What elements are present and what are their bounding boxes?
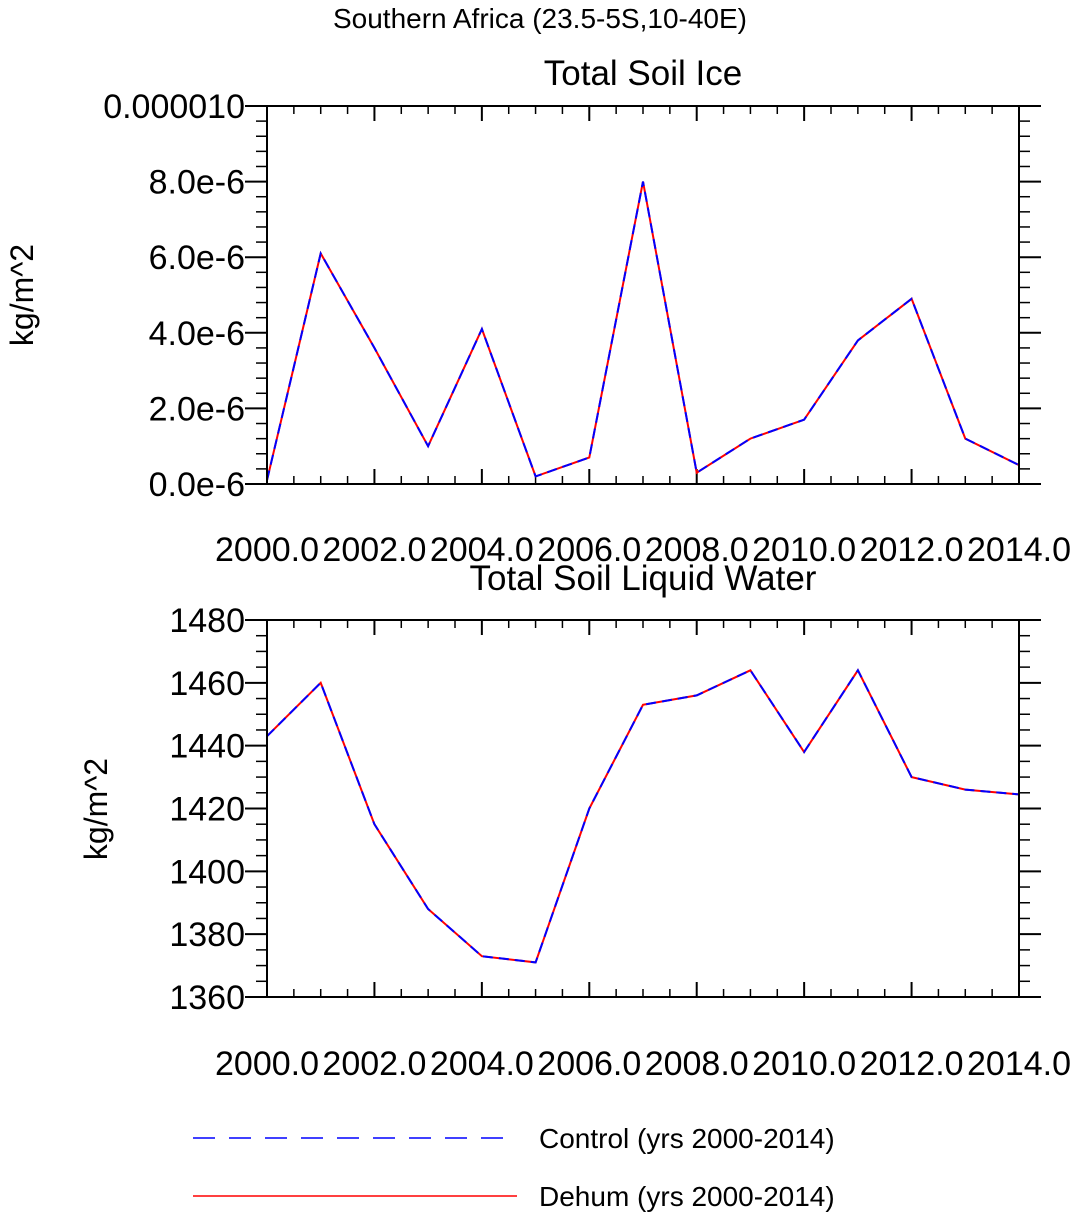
y-tick-label: 1400 <box>169 853 245 891</box>
x-tick-label: 2002.0 <box>322 1045 426 1083</box>
x-tick-label: 2004.0 <box>430 531 534 569</box>
series-line-control <box>266 181 1020 481</box>
panel-title: Total Soil Liquid Water <box>470 559 817 598</box>
x-tick-label: 2010.0 <box>752 1045 856 1083</box>
plot-frame <box>266 619 1020 998</box>
y-tick-label: 8.0e-6 <box>149 164 245 202</box>
panel-title: Total Soil Ice <box>544 54 742 93</box>
x-tick-label: 2012.0 <box>860 1045 964 1083</box>
y-tick-label: 6.0e-6 <box>149 239 245 277</box>
series-line-control <box>266 668 1020 964</box>
y-tick-label: 1380 <box>169 916 245 954</box>
y-tick-label: 1440 <box>169 728 245 766</box>
y-axis-label: kg/m^2 <box>78 758 114 860</box>
x-tick-label: 2006.0 <box>537 531 641 569</box>
series-line-dehum <box>266 668 1020 964</box>
panel-total-soil-ice: Total Soil Ice kg/m^2 2000.0 2002.0 2004.0… <box>4 54 1071 569</box>
y-tick-label: 1420 <box>169 791 245 829</box>
x-tick-label: 2008.0 <box>645 531 749 569</box>
legend-label-dehum: Dehum (yrs 2000-2014) <box>539 1181 835 1212</box>
legend: Control (yrs 2000-2014) Dehum (yrs 2000-… <box>193 1123 835 1212</box>
legend-label-control: Control (yrs 2000-2014) <box>539 1123 835 1154</box>
x-tick-label: 2008.0 <box>645 1045 749 1083</box>
figure-title: Southern Africa (23.5-5S,10-40E) <box>333 3 747 34</box>
x-tick-label: 2006.0 <box>537 1045 641 1083</box>
y-tick-label: 0.0e-6 <box>149 466 245 504</box>
series-line-dehum <box>266 181 1020 481</box>
y-tick-label: 1360 <box>169 979 245 1017</box>
y-tick-label: 2.0e-6 <box>149 390 245 428</box>
x-tick-label: 2004.0 <box>430 1045 534 1083</box>
x-tick-label: 2014.0 <box>967 1045 1071 1083</box>
y-tick-label: 0.000010 <box>103 88 245 126</box>
y-axis-label: kg/m^2 <box>4 244 40 346</box>
x-tick-label: 2002.0 <box>322 531 426 569</box>
y-tick-label: 1460 <box>169 665 245 703</box>
x-tick-label: 2000.0 <box>215 1045 319 1083</box>
x-tick-label: 2000.0 <box>215 531 319 569</box>
panel-total-soil-liquid-water: Total Soil Liquid Water kg/m^2 2000.0 200… <box>78 559 1071 1083</box>
x-tick-label: 2010.0 <box>752 531 856 569</box>
plot-frame <box>266 105 1020 485</box>
y-tick-label: 4.0e-6 <box>149 315 245 353</box>
x-tick-label: 2014.0 <box>967 531 1071 569</box>
y-tick-label: 1480 <box>169 602 245 640</box>
x-tick-label: 2012.0 <box>860 531 964 569</box>
